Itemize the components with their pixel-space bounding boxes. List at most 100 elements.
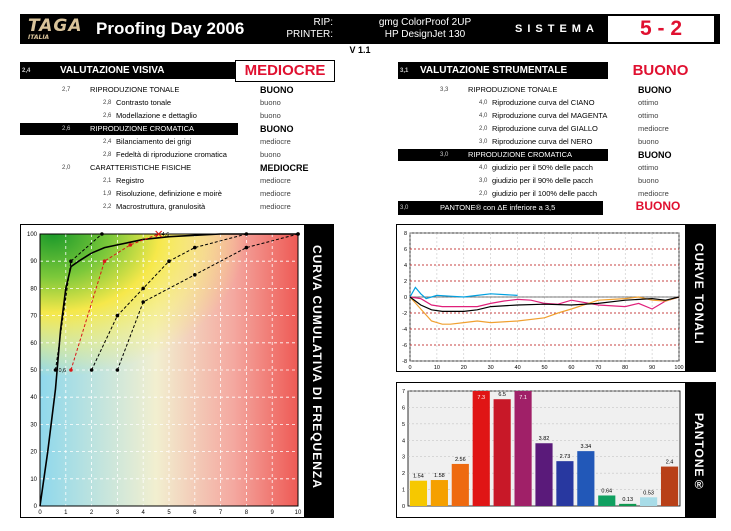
tonal-series-1 bbox=[409, 296, 680, 310]
item-label: giudizio per il 90% delle pacch bbox=[492, 176, 593, 185]
page-title: Proofing Day 2006 bbox=[96, 19, 245, 38]
item-value: mediocre bbox=[260, 176, 291, 185]
item-value: buono bbox=[638, 137, 659, 146]
x-tick-label: 3 bbox=[116, 510, 120, 516]
item-num: 4,0 bbox=[479, 165, 488, 171]
list-item: 2,0 giudizio per il 100% delle pacch medio… bbox=[398, 188, 713, 200]
cumulative-sidebar: CURVA CUMULATIVA DI FREQUENZA bbox=[304, 225, 334, 517]
cumulative-point bbox=[167, 259, 171, 263]
group-num: 2,0 bbox=[62, 165, 71, 171]
item-label: giudizio per il 100% delle pacch bbox=[492, 189, 598, 198]
group-value: MEDIOCRE bbox=[260, 163, 309, 173]
pantone-bar bbox=[535, 443, 553, 506]
x-tick-label: 4 bbox=[142, 510, 146, 516]
item-value: ottimo bbox=[638, 111, 659, 120]
version-label: V 1.1 bbox=[349, 45, 371, 55]
list-item: 4,0 giudizio per il 50% delle pacch ottimo bbox=[398, 162, 713, 174]
y-tick-label: 70 bbox=[30, 314, 37, 320]
sistema-label: SISTEMA bbox=[515, 23, 599, 35]
rip-value: gmg ColorProof 2UP bbox=[378, 17, 472, 28]
y-tick-label: 2 bbox=[404, 279, 407, 285]
group-num: 2,7 bbox=[62, 87, 71, 93]
y-tick-label: 80 bbox=[30, 286, 37, 292]
item-label: Riproduzione curva del NERO bbox=[492, 137, 593, 146]
pantone-bar-label: 1.58 bbox=[434, 473, 445, 479]
x-tick-label: 50 bbox=[541, 365, 547, 371]
item-num: 1,9 bbox=[103, 191, 112, 197]
y-tick-label: 60 bbox=[30, 341, 37, 347]
x-tick-label: 80 bbox=[622, 365, 628, 371]
group-label-bar: 2,7 RIPRODUZIONE TONALE bbox=[20, 84, 238, 96]
pantone-row: 3,0 PANTONE® con ΔE inferiore a 3,5 BUON… bbox=[398, 199, 713, 215]
visual-title: VALUTAZIONE VISIVA bbox=[60, 65, 165, 76]
cumulative-point bbox=[69, 368, 73, 372]
list-item: 2,0 Riproduzione curva del GIALLO mediocre bbox=[398, 123, 713, 135]
cumulative-point bbox=[69, 259, 73, 263]
y-tick-label: 0 bbox=[404, 295, 407, 301]
item-num: 4,0 bbox=[479, 100, 488, 106]
x-tick-label: 20 bbox=[461, 365, 467, 371]
x-tick-label: 7 bbox=[219, 510, 223, 516]
group-row: 3,3 RIPRODUZIONE TONALE BUONO bbox=[398, 84, 713, 96]
group-label: CARATTERISTICHE FISICHE bbox=[90, 163, 192, 172]
cumulative-point bbox=[128, 243, 133, 247]
group-label: RIPRODUZIONE TONALE bbox=[468, 85, 558, 94]
item-value: ottimo bbox=[638, 98, 659, 107]
plot-border bbox=[39, 233, 299, 507]
y-tick-label: 7 bbox=[402, 389, 405, 395]
group-row: 2,0 CARATTERISTICHE FISICHE MEDIOCRE bbox=[20, 162, 335, 174]
y-tick-label: -2 bbox=[402, 311, 407, 317]
item-label: Bilanciamento dei grigi bbox=[116, 137, 192, 146]
group-label: RIPRODUZIONE CROMATICA bbox=[468, 150, 573, 159]
visual-verdict: MEDIOCRE bbox=[236, 61, 334, 81]
pantone-bar-label: 3.34 bbox=[580, 444, 591, 450]
item-label: Registro bbox=[116, 176, 144, 185]
y-tick-label: 0 bbox=[402, 504, 405, 510]
x-tick-label: 30 bbox=[488, 365, 494, 371]
tonal-chart-frame bbox=[396, 224, 716, 372]
group-num: 2,6 bbox=[62, 126, 71, 132]
item-value: mediocre bbox=[638, 124, 669, 133]
item-value: buono bbox=[260, 111, 281, 120]
x-tick-label: 8 bbox=[245, 510, 249, 516]
group-num: 3,0 bbox=[440, 152, 449, 158]
header-bar: TAGA ITALIA Proofing Day 2006 RIP: PRINTER… bbox=[20, 14, 720, 44]
item-value: mediocre bbox=[260, 189, 291, 198]
logo-text: TAGA bbox=[28, 16, 83, 36]
list-item: 4,0 Riproduzione curva del MAGENTA ottimo bbox=[398, 110, 713, 122]
item-value: mediocre bbox=[638, 189, 669, 198]
instrumental-title: VALUTAZIONE STRUMENTALE bbox=[420, 65, 568, 76]
logo-subtext: ITALIA bbox=[28, 34, 50, 41]
pantone-value: BUONO bbox=[635, 199, 681, 213]
list-item: 4,0 Riproduzione curva del CIANO ottimo bbox=[398, 97, 713, 109]
cumulative-point bbox=[115, 313, 120, 318]
printer-label: PRINTER: bbox=[286, 29, 333, 40]
pantone-sidebar-title: PANTONE® bbox=[692, 413, 706, 493]
item-num: 2,8 bbox=[103, 100, 112, 106]
item-num: 3,0 bbox=[479, 178, 488, 184]
x-tick-label: 2 bbox=[90, 510, 94, 516]
item-value: buono bbox=[260, 150, 281, 159]
pantone-bar-label: 2.4 bbox=[666, 460, 674, 466]
x-tick-label: 6 bbox=[193, 510, 197, 516]
tonal-sidebar-title: CURVE TONALI bbox=[692, 243, 706, 345]
instrumental-verdict: BUONO bbox=[608, 60, 713, 82]
item-label: Contrasto tonale bbox=[116, 98, 172, 107]
cumulative-point bbox=[53, 368, 58, 372]
cumulative-series-0 bbox=[39, 233, 298, 507]
visual-score-num: 2,4 bbox=[22, 68, 31, 74]
pantone-bar bbox=[598, 495, 616, 506]
cumulative-point bbox=[115, 368, 120, 372]
pantone-bar bbox=[619, 503, 637, 506]
y-tick-label: -8 bbox=[402, 359, 407, 365]
pantone-bar bbox=[556, 461, 574, 506]
pantone-bar-label: 6.5 bbox=[498, 392, 506, 398]
list-item: 2,8 Contrasto tonale buono bbox=[20, 97, 335, 109]
x-tick-label: 70 bbox=[595, 365, 601, 371]
visual-verdict-box: MEDIOCRE bbox=[235, 60, 335, 82]
cumulative-annotation: 4,6 bbox=[162, 232, 170, 238]
x-tick-label: 5 bbox=[167, 510, 171, 516]
cumulative-point bbox=[244, 232, 249, 236]
x-tick-label: 10 bbox=[434, 365, 440, 371]
